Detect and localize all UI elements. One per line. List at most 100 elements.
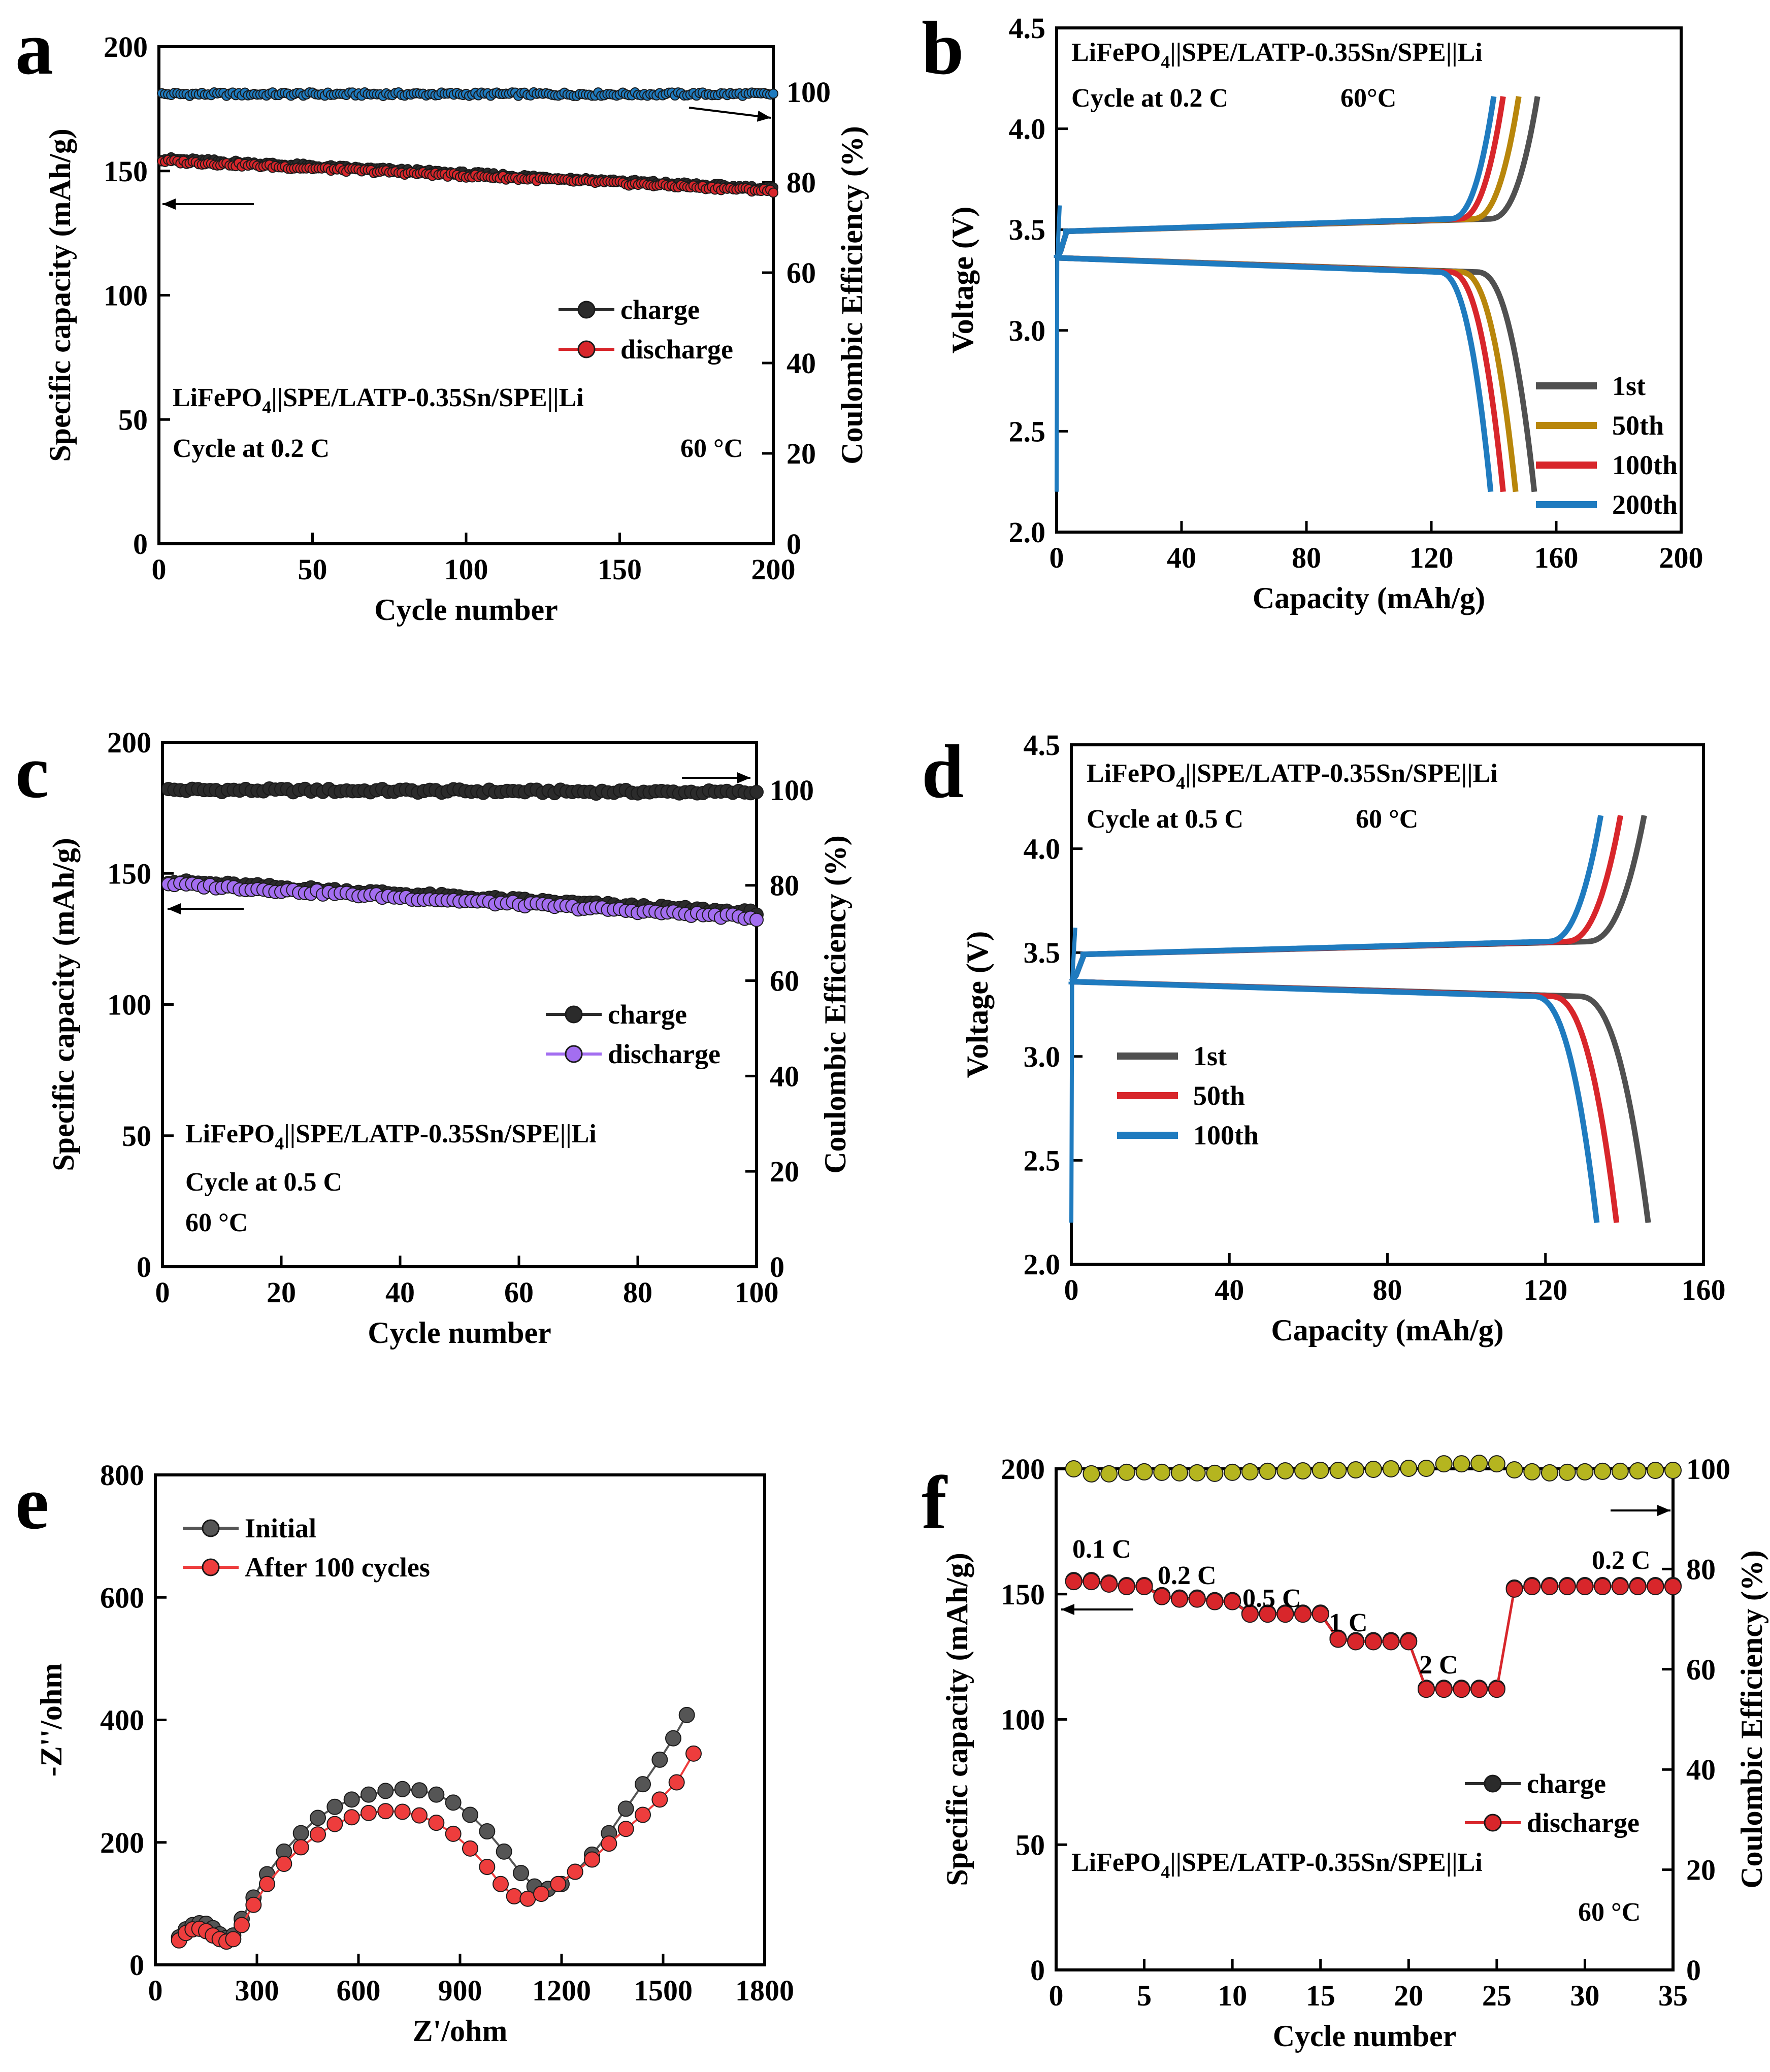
nyquist-point	[428, 1786, 445, 1803]
legend-discharge-marker	[565, 1045, 583, 1063]
ce-point	[1065, 1460, 1083, 1477]
discharge-point	[1276, 1605, 1294, 1623]
y-tick-label: 3.5	[1009, 213, 1046, 246]
y-tick-label: 2.5	[1009, 415, 1046, 448]
nyquist-point	[343, 1791, 360, 1808]
series-discharge	[157, 154, 778, 198]
panel-b: 0 40 80 120 160 200 2.0 2.5 3.0 3.5 4.0 4.5 Capacity…	[922, 6, 1703, 615]
nyquist-point	[428, 1815, 445, 1831]
y-tick-label: 200	[100, 1826, 144, 1859]
nyquist-point	[462, 1806, 478, 1823]
nyquist-point	[550, 1876, 567, 1892]
panel-letter: e	[15, 1461, 49, 1545]
cell-label-part: ||SPE/LATP-0.35Sn/SPE||Li	[1185, 759, 1498, 788]
cell-label-subscript: 4	[1161, 52, 1170, 72]
discharge-point	[1347, 1633, 1365, 1651]
nyquist-point	[668, 1774, 685, 1791]
discharge-point	[1664, 1577, 1682, 1595]
x-tick-label: 0	[1049, 1979, 1064, 2012]
ce-point	[1594, 1462, 1612, 1480]
discharge-curve	[1054, 255, 1537, 492]
discharge-point	[768, 187, 778, 198]
cell-label-subscript: 4	[275, 1133, 284, 1154]
cell-label-subscript: 4	[1176, 773, 1185, 793]
nyquist-point	[506, 1888, 522, 1904]
discharge-point	[1329, 1630, 1347, 1648]
series-1st	[1068, 815, 1651, 1223]
ce-point	[1523, 1463, 1541, 1481]
rate-label: Cycle at 0.2 C	[173, 434, 330, 463]
temperature-label: 60°C	[1340, 84, 1396, 113]
rate-label: Cycle at 0.5 C	[185, 1168, 342, 1197]
ce-point	[1118, 1463, 1135, 1481]
discharge-point	[1294, 1605, 1312, 1623]
y-tick-label: 4.0	[1009, 113, 1046, 146]
panel-letter: a	[15, 6, 53, 90]
y2-tick-label: 60	[786, 256, 816, 289]
panel-c: 0 20 40 60 80 100050100150200020406080100Coul…	[15, 726, 852, 1350]
y-axis-title: Specific capacity (mAh/g)	[43, 128, 77, 462]
arrow-to-right-axis-head	[757, 110, 771, 122]
discharge-point	[1470, 1681, 1488, 1698]
ce-point	[1188, 1464, 1206, 1482]
x-tick-label: 0	[1064, 1273, 1079, 1306]
nyquist-point	[326, 1798, 343, 1815]
x-tick-label: 120	[1410, 541, 1454, 574]
discharge-point	[1418, 1681, 1435, 1698]
arrow-to-right-axis	[689, 107, 771, 119]
discharge-point	[1259, 1605, 1276, 1623]
series-50th	[1068, 815, 1624, 1223]
nyquist-point	[377, 1783, 394, 1799]
ce-point	[1347, 1461, 1365, 1478]
nyquist-point	[665, 1730, 681, 1747]
discharge-point	[1488, 1681, 1505, 1698]
series-200th	[1054, 96, 1497, 492]
panel-letter: c	[15, 730, 49, 814]
discharge-point	[1576, 1577, 1594, 1595]
rate-label: 0.2 C	[1592, 1546, 1651, 1575]
y2-axis-title: Coulombic Efficiency (%)	[835, 126, 869, 465]
nyquist-point	[310, 1826, 326, 1843]
x-tick-label: 0	[155, 1276, 170, 1309]
discharge-point	[1435, 1681, 1453, 1698]
ce-point	[1276, 1462, 1294, 1479]
ce-point	[1470, 1455, 1488, 1472]
y-tick-label: 0	[137, 1251, 151, 1284]
y2-tick-label: 0	[770, 1251, 784, 1284]
ce-point	[1611, 1462, 1629, 1480]
y-tick-label: 4.5	[1009, 12, 1046, 45]
y2-tick-label: 100	[1686, 1453, 1730, 1486]
x-tick-label: 35	[1658, 1979, 1688, 2012]
nyquist-point	[394, 1781, 411, 1797]
legend-discharge-marker	[577, 340, 596, 358]
x-tick-label: 50	[298, 553, 327, 586]
x-tick-label: 100	[735, 1276, 779, 1309]
y2-tick-label: 80	[1686, 1553, 1716, 1586]
cell-label-part: LiFePO	[173, 383, 262, 412]
cell-label-part: LiFePO	[1087, 759, 1176, 788]
y2-tick-label: 20	[770, 1155, 799, 1188]
ce-point	[1453, 1455, 1470, 1473]
y-tick-label: 100	[104, 279, 148, 312]
x-tick-label: 150	[598, 553, 642, 586]
discharge-point	[1153, 1588, 1171, 1605]
nyquist-point	[462, 1840, 478, 1857]
y-tick-label: 50	[122, 1120, 151, 1153]
rate-label: 1 C	[1329, 1608, 1368, 1637]
discharge-point	[1647, 1577, 1664, 1595]
y2-tick-label: 20	[1686, 1854, 1716, 1887]
cell-label-subscript: 4	[1161, 1862, 1170, 1882]
y-tick-label: 100	[1001, 1703, 1045, 1736]
nyquist-point	[360, 1786, 377, 1803]
nyquist-point	[685, 1745, 702, 1762]
y-tick-label: 800	[100, 1459, 144, 1492]
cell-label: LiFePO4||SPE/LATP-0.35Sn/SPE||Li	[173, 383, 584, 417]
nyquist-point	[445, 1794, 462, 1811]
cell-label-subscript: 4	[262, 397, 271, 417]
panel-a: 0 50 100 150 200050100150200020406080100Coul…	[15, 6, 869, 627]
discharge-point	[1400, 1633, 1418, 1651]
y-tick-label: 0	[133, 528, 148, 561]
discharge-point	[1188, 1590, 1206, 1608]
nyquist-point	[519, 1890, 536, 1907]
discharge-curve	[1068, 979, 1651, 1223]
